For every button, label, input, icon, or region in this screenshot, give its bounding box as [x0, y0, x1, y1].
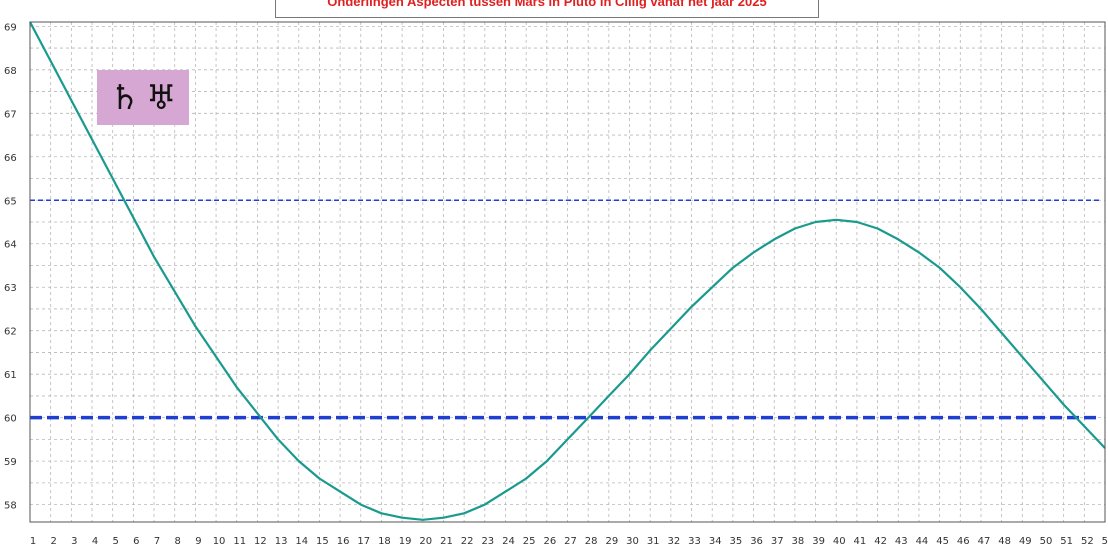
series-line	[29, 21, 1106, 521]
saturn-glyph-icon: ♄	[109, 77, 140, 118]
x-tick-label: 15	[316, 536, 329, 547]
x-tick-label: 41	[854, 536, 867, 547]
reference-lines	[30, 199, 1101, 420]
x-tick-label: 31	[647, 536, 660, 547]
x-tick-label: 16	[337, 536, 350, 547]
x-tick-label: 39	[812, 536, 825, 547]
x-tick-label: 11	[233, 536, 246, 547]
x-tick-label: 44	[916, 536, 929, 547]
x-tick-label: 14	[295, 536, 308, 547]
x-tick-label: 42	[874, 536, 887, 547]
x-tick-label: 35	[730, 536, 743, 547]
x-tick-label: 23	[481, 536, 494, 547]
x-tick-label: 36	[750, 536, 763, 547]
x-tick-label: 17	[357, 536, 370, 547]
y-tick-label: 68	[4, 66, 17, 77]
x-tick-label: 22	[461, 536, 474, 547]
x-tick-labels: 1 2 3 4 5 6 7 8 9 10 11 12 13 14 15 16 17 18 19 20 21 22 23 24 2…	[30, 536, 1108, 547]
x-tick-label: 1	[30, 536, 36, 547]
y-tick-label: 66	[4, 153, 17, 164]
x-tick-label: 29	[605, 536, 618, 547]
x-tick-label: 25	[523, 536, 536, 547]
y-tick-label: 67	[4, 109, 17, 120]
x-tick-label: 53	[1102, 536, 1108, 547]
x-tick-label: 21	[440, 536, 453, 547]
x-tick-label: 9	[195, 536, 201, 547]
x-tick-label: 30	[626, 536, 639, 547]
y-tick-labels: 58 59 60 61 62 63 64 65 66 67 68 69	[4, 22, 17, 511]
x-tick-label: 38	[792, 536, 805, 547]
x-tick-label: 34	[709, 536, 722, 547]
x-tick-label: 33	[688, 536, 701, 547]
x-tick-label: 10	[213, 536, 226, 547]
x-tick-label: 49	[1019, 536, 1032, 547]
x-tick-label: 19	[399, 536, 412, 547]
x-tick-label: 2	[50, 536, 56, 547]
x-tick-label: 4	[92, 536, 98, 547]
x-tick-label: 51	[1060, 536, 1073, 547]
x-tick-label: 6	[133, 536, 139, 547]
x-tick-label: 13	[275, 536, 288, 547]
planet-glyph-badge: ♄ ♅	[97, 70, 189, 125]
x-tick-label: 43	[895, 536, 908, 547]
x-tick-label: 45	[936, 536, 949, 547]
x-tick-label: 20	[419, 536, 432, 547]
y-tick-label: 69	[4, 22, 17, 33]
x-tick-label: 26	[543, 536, 556, 547]
axis-layer	[29, 21, 1106, 523]
x-tick-label: 37	[771, 536, 784, 547]
x-tick-label: 27	[564, 536, 577, 547]
x-tick-label: 7	[154, 536, 160, 547]
series-layer	[29, 21, 1106, 521]
y-tick-label: 61	[4, 370, 17, 381]
plot-frame	[29, 21, 1106, 523]
x-tick-label: 8	[175, 536, 181, 547]
y-tick-label: 65	[4, 196, 17, 207]
x-tick-label: 46	[957, 536, 970, 547]
uranus-glyph-icon: ♅	[146, 77, 177, 118]
x-tick-label: 3	[71, 536, 77, 547]
x-tick-label: 18	[378, 536, 391, 547]
y-tick-label: 60	[4, 414, 17, 425]
x-tick-label: 5	[113, 536, 119, 547]
x-tick-label: 50	[1040, 536, 1053, 547]
x-tick-label: 47	[978, 536, 991, 547]
x-tick-label: 48	[998, 536, 1011, 547]
x-tick-label: 40	[833, 536, 846, 547]
y-tick-label: 63	[4, 283, 17, 294]
y-tick-label: 59	[4, 457, 17, 468]
x-tick-label: 12	[254, 536, 267, 547]
x-tick-label: 28	[585, 536, 598, 547]
chart-title: Onderlingen Aspecten tussen Mars in Plut…	[327, 0, 767, 9]
chart-title-box: Onderlingen Aspecten tussen Mars in Plut…	[275, 0, 819, 18]
y-tick-label: 58	[4, 501, 17, 512]
x-tick-label: 52	[1081, 536, 1094, 547]
x-tick-label: 24	[502, 536, 515, 547]
y-tick-label: 62	[4, 327, 17, 338]
y-tick-label: 64	[4, 240, 17, 251]
x-tick-label: 32	[667, 536, 680, 547]
